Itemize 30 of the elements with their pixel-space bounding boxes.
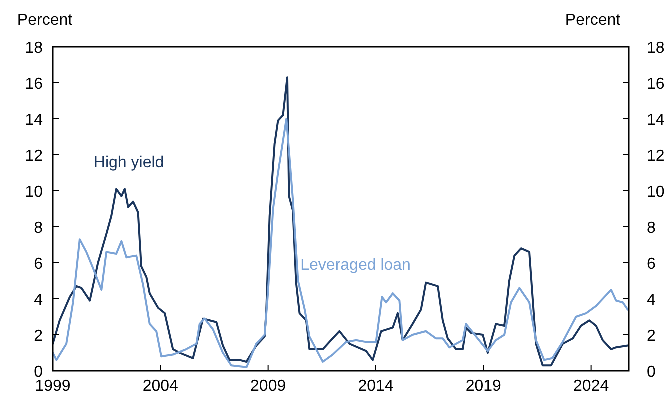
y2-tick-label: 4 xyxy=(647,292,656,309)
y-tick-label: 4 xyxy=(34,292,44,309)
y2-tick-label: 14 xyxy=(647,112,665,129)
y-tick-label: 14 xyxy=(25,112,44,129)
y-axis-title: Percent xyxy=(17,12,74,29)
y-tick-label: 18 xyxy=(25,40,44,57)
x-tick-label: 2009 xyxy=(250,378,286,395)
y-tick-label: 2 xyxy=(34,328,44,345)
x-tick-label: 2019 xyxy=(466,378,502,395)
x-tick-label: 1999 xyxy=(35,378,71,395)
y2-tick-label: 8 xyxy=(647,220,656,237)
x-tick-label: 2024 xyxy=(574,378,610,395)
y2-tick-label: 10 xyxy=(647,184,665,201)
y-tick-label: 0 xyxy=(34,364,44,381)
y2-tick-label: 18 xyxy=(647,40,665,57)
y2-tick-label: 0 xyxy=(647,364,656,381)
y-tick-label: 8 xyxy=(34,220,44,237)
y-tick-label: 16 xyxy=(25,76,44,93)
y2-tick-label: 16 xyxy=(647,76,665,93)
y2-tick-label: 12 xyxy=(647,148,665,165)
x-tick-label: 2014 xyxy=(358,378,394,395)
y-tick-label: 12 xyxy=(25,148,44,165)
y-tick-label: 10 xyxy=(25,184,44,201)
y-tick-label: 6 xyxy=(34,256,44,273)
series-label: High yield xyxy=(94,154,164,172)
x-tick-label: 2004 xyxy=(142,378,179,395)
y2-tick-label: 6 xyxy=(647,256,656,273)
y2-tick-label: 2 xyxy=(647,328,656,345)
series-label: Leveraged loan xyxy=(300,257,411,274)
y2-axis-title: Percent xyxy=(565,12,622,29)
